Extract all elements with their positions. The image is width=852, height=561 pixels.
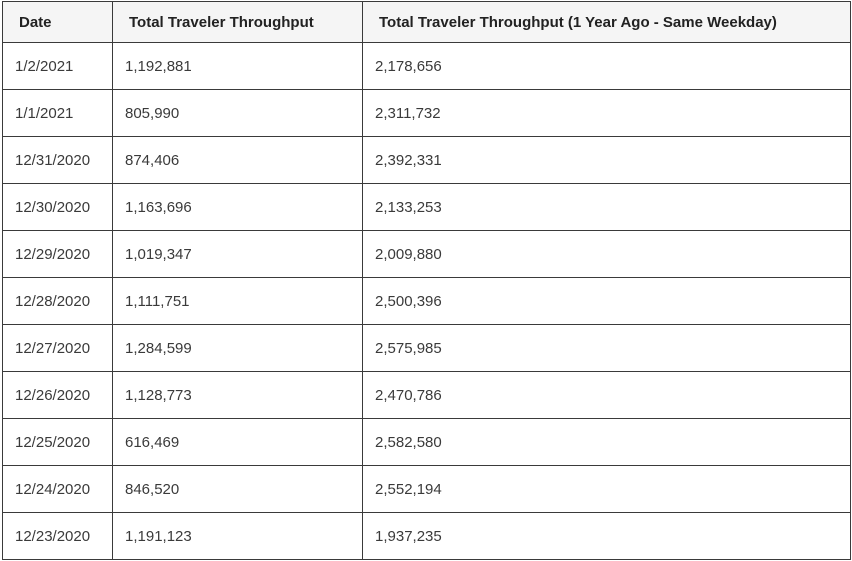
cell-throughput-year-ago: 2,552,194 (362, 465, 851, 513)
header-date: Date (2, 1, 113, 43)
table-row: 1/2/2021 1,192,881 2,178,656 (2, 42, 851, 90)
cell-throughput: 1,128,773 (112, 371, 363, 419)
table-row: 12/23/2020 1,191,123 1,937,235 (2, 512, 851, 560)
table-row: 12/31/2020 874,406 2,392,331 (2, 136, 851, 184)
cell-throughput-year-ago: 2,311,732 (362, 89, 851, 137)
cell-throughput-year-ago: 2,575,985 (362, 324, 851, 372)
table-row: 12/29/2020 1,019,347 2,009,880 (2, 230, 851, 278)
cell-throughput: 1,163,696 (112, 183, 363, 231)
cell-date: 12/28/2020 (2, 277, 113, 325)
cell-throughput: 846,520 (112, 465, 363, 513)
cell-throughput: 805,990 (112, 89, 363, 137)
cell-throughput: 1,111,751 (112, 277, 363, 325)
cell-throughput-year-ago: 2,582,580 (362, 418, 851, 466)
cell-date: 1/1/2021 (2, 89, 113, 137)
cell-date: 12/27/2020 (2, 324, 113, 372)
cell-throughput-year-ago: 2,133,253 (362, 183, 851, 231)
cell-date: 12/25/2020 (2, 418, 113, 466)
table-header: Date Total Traveler Throughput Total Tra… (2, 1, 851, 43)
cell-throughput-year-ago: 2,470,786 (362, 371, 851, 419)
cell-throughput: 1,019,347 (112, 230, 363, 278)
table-row: 12/24/2020 846,520 2,552,194 (2, 465, 851, 513)
cell-date: 1/2/2021 (2, 42, 113, 90)
cell-date: 12/23/2020 (2, 512, 113, 560)
cell-date: 12/31/2020 (2, 136, 113, 184)
table-body: 1/2/2021 1,192,881 2,178,656 1/1/2021 80… (2, 42, 851, 560)
cell-throughput: 616,469 (112, 418, 363, 466)
table-row: 12/25/2020 616,469 2,582,580 (2, 418, 851, 466)
table-row: 12/26/2020 1,128,773 2,470,786 (2, 371, 851, 419)
table-row: 12/27/2020 1,284,599 2,575,985 (2, 324, 851, 372)
cell-throughput-year-ago: 1,937,235 (362, 512, 851, 560)
cell-throughput: 1,192,881 (112, 42, 363, 90)
cell-throughput-year-ago: 2,009,880 (362, 230, 851, 278)
cell-throughput: 1,284,599 (112, 324, 363, 372)
cell-throughput-year-ago: 2,178,656 (362, 42, 851, 90)
table-row: 12/30/2020 1,163,696 2,133,253 (2, 183, 851, 231)
cell-throughput: 1,191,123 (112, 512, 363, 560)
cell-date: 12/26/2020 (2, 371, 113, 419)
header-throughput-year-ago: Total Traveler Throughput (1 Year Ago - … (362, 1, 851, 43)
cell-throughput-year-ago: 2,500,396 (362, 277, 851, 325)
table-row: 1/1/2021 805,990 2,311,732 (2, 89, 851, 137)
cell-throughput-year-ago: 2,392,331 (362, 136, 851, 184)
table-row: 12/28/2020 1,111,751 2,500,396 (2, 277, 851, 325)
cell-date: 12/24/2020 (2, 465, 113, 513)
header-row: Date Total Traveler Throughput Total Tra… (2, 1, 851, 43)
header-throughput: Total Traveler Throughput (112, 1, 363, 43)
cell-date: 12/30/2020 (2, 183, 113, 231)
cell-date: 12/29/2020 (2, 230, 113, 278)
cell-throughput: 874,406 (112, 136, 363, 184)
